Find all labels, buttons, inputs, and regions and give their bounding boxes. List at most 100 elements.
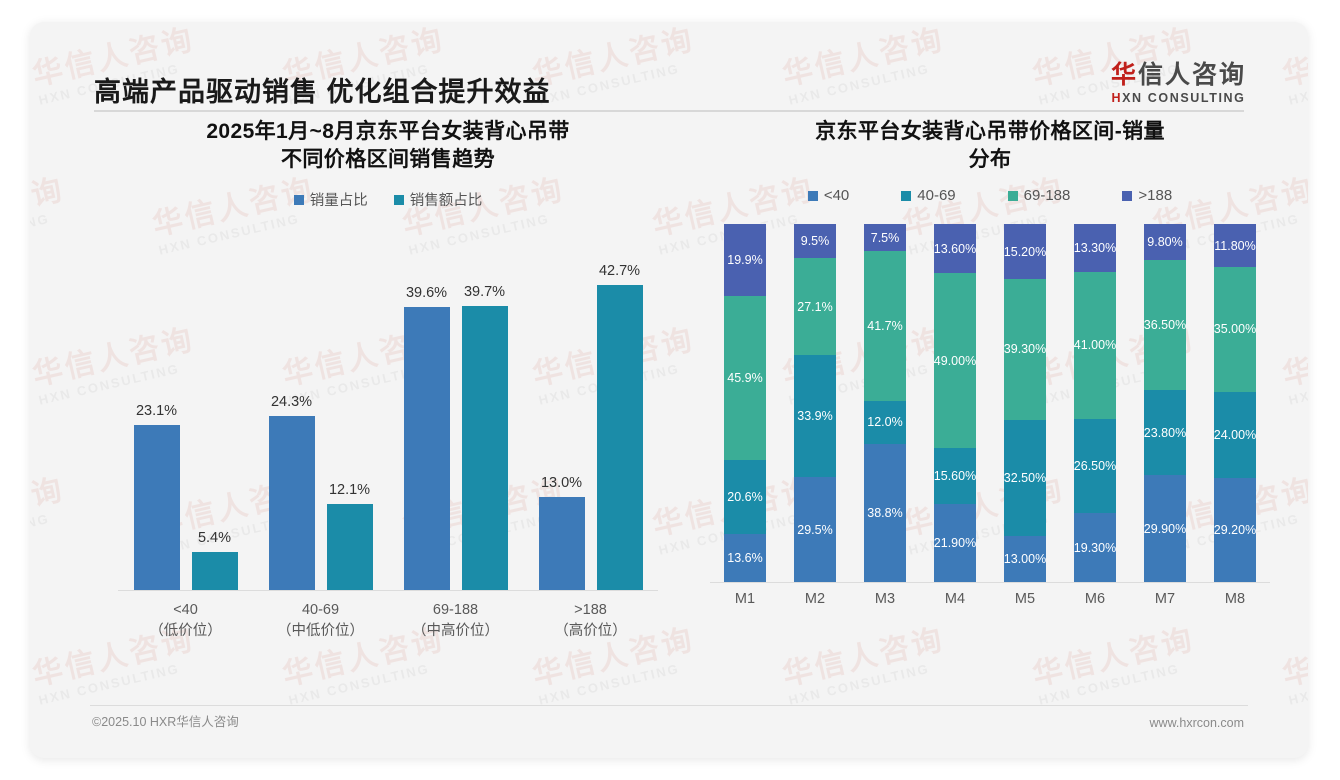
stacked-column: 19.9% 45.9% 20.6% 13.6%	[710, 224, 780, 583]
x-axis-month-label: M7	[1154, 591, 1176, 608]
page-title: 高端产品驱动销售 优化组合提升效益	[94, 77, 551, 107]
stacked-bar[interactable]: 7.5% 41.7% 12.0% 38.8%	[864, 224, 906, 583]
bar-fill	[191, 551, 238, 591]
stacked-bar-plot: 19.9% 45.9% 20.6% 13.6% 9.5% 27.1% 33.9% 29.5% 7…	[710, 224, 1270, 584]
legend-label: <40	[823, 187, 850, 205]
stacked-segment[interactable]: 38.8%	[864, 443, 906, 583]
x-axis-category-range: <40	[173, 602, 198, 619]
stacked-segment[interactable]: 29.90%	[1144, 475, 1186, 583]
stacked-column: 15.20% 39.30% 32.50% 13.00%	[990, 224, 1060, 583]
stacked-segment[interactable]: 26.50%	[1074, 418, 1116, 514]
stacked-segment[interactable]: 15.20%	[1004, 224, 1046, 279]
stacked-segment[interactable]: 27.1%	[794, 258, 836, 356]
x-axis-category: >188 （高价位）	[523, 600, 658, 642]
footer-copyright: ©2025.10 HXR华信人咨询	[92, 715, 239, 729]
stacked-segment[interactable]: 7.5%	[864, 224, 906, 252]
stacked-segment[interactable]: 20.6%	[724, 460, 766, 534]
stacked-bar-chart: 19.9% 45.9% 20.6% 13.6% 9.5% 27.1% 33.9% 29.5% 7…	[710, 224, 1270, 624]
stacked-column: 9.80% 36.50% 23.80% 29.90%	[1130, 224, 1200, 583]
stacked-bar[interactable]: 9.5% 27.1% 33.9% 29.5%	[794, 224, 836, 583]
logo-chinese: 华信人咨询	[1111, 62, 1246, 89]
bar[interactable]: 39.7%	[461, 284, 508, 591]
stacked-column: 13.30% 41.00% 26.50% 19.30%	[1060, 224, 1130, 583]
logo-chinese-hua: 华	[1110, 61, 1138, 89]
stacked-segment[interactable]: 13.30%	[1074, 224, 1116, 272]
footer-divider	[90, 705, 1248, 706]
right-chart-title-line2: 分布	[968, 147, 1012, 171]
stacked-segment[interactable]: 13.6%	[724, 533, 766, 583]
stacked-segment[interactable]: 49.00%	[934, 273, 976, 449]
bar[interactable]: 39.6%	[403, 285, 450, 591]
stacked-segment[interactable]: 29.20%	[1214, 477, 1256, 583]
legend-item[interactable]: 69-188	[1007, 187, 1070, 204]
legend-item[interactable]: >188	[1122, 187, 1172, 204]
stacked-segment[interactable]: 39.30%	[1004, 278, 1046, 420]
stacked-bar[interactable]: 13.60% 49.00% 15.60% 21.90%	[934, 224, 976, 583]
logo-english-rest: XN CONSULTING	[1122, 91, 1246, 105]
x-axis-month-label: M1	[734, 591, 756, 608]
stacked-segment[interactable]: 19.30%	[1074, 513, 1116, 583]
x-axis-category: 40-69 （中低价位）	[253, 600, 388, 642]
stacked-segment[interactable]: 24.00%	[1214, 391, 1256, 478]
legend-item[interactable]: 销售额占比	[393, 189, 482, 210]
stacked-bar[interactable]: 15.20% 39.30% 32.50% 13.00%	[1004, 224, 1046, 583]
stacked-segment[interactable]: 21.90%	[934, 504, 976, 583]
stacked-segment[interactable]: 32.50%	[1004, 419, 1046, 536]
x-axis-category-range: 69-188	[432, 602, 479, 619]
legend-swatch-icon	[901, 190, 912, 201]
grouped-bar-chart: 23.1% 5.4% 24.3% 12.1% 39.6% 39.7% 13.0% 42.7% …	[118, 232, 658, 639]
stacked-segment[interactable]: 13.60%	[934, 224, 976, 274]
stacked-segment[interactable]: 11.80%	[1214, 224, 1256, 267]
stacked-column: 7.5% 41.7% 12.0% 38.8%	[850, 224, 920, 583]
stacked-bar[interactable]: 9.80% 36.50% 23.80% 29.90%	[1144, 224, 1186, 583]
x-axis-category: <40 （低价位）	[118, 600, 253, 642]
header-divider	[94, 110, 1244, 112]
bar[interactable]: 42.7%	[596, 263, 643, 591]
x-axis-category-tier: （中高价位）	[412, 623, 499, 640]
stacked-segment[interactable]: 12.0%	[864, 400, 906, 444]
stacked-bar[interactable]: 11.80% 35.00% 24.00% 29.20%	[1214, 224, 1256, 583]
stacked-segment[interactable]: 33.9%	[794, 355, 836, 477]
bar[interactable]: 5.4%	[191, 530, 238, 591]
left-chart-title-line2: 不同价格区间销售趋势	[281, 147, 495, 171]
left-chart-title: 2025年1月~8月京东平台女装背心吊带 不同价格区间销售趋势	[88, 118, 688, 173]
stacked-segment[interactable]: 41.7%	[864, 251, 906, 401]
right-chart-title-line1: 京东平台女装背心吊带价格区间-销量	[815, 120, 1165, 143]
grouped-bar-x-axis: <40 （低价位） 40-69 （中低价位） 69-188 （中高价位） >188 （高价位）	[118, 600, 658, 642]
bar[interactable]: 12.1%	[326, 482, 373, 591]
stacked-segment[interactable]: 36.50%	[1144, 259, 1186, 391]
bar[interactable]: 24.3%	[268, 394, 315, 591]
stacked-segment[interactable]: 45.9%	[724, 295, 766, 460]
x-axis-month-label: M8	[1224, 591, 1246, 608]
bar-value-label: 24.3%	[270, 394, 313, 411]
grouped-bar-groups: 23.1% 5.4% 24.3% 12.1% 39.6% 39.7% 13.0% 42.7%	[118, 232, 658, 591]
legend-item[interactable]: 40-69	[901, 187, 956, 204]
stacked-segment[interactable]: 29.5%	[794, 476, 836, 583]
stacked-segment[interactable]: 41.00%	[1074, 272, 1116, 419]
legend-item[interactable]: 销量占比	[293, 189, 368, 210]
footer-website: www.hxrcon.com	[1149, 716, 1244, 730]
bar-value-label: 23.1%	[135, 403, 178, 420]
bar[interactable]: 13.0%	[538, 475, 585, 591]
stacked-column: 9.5% 27.1% 33.9% 29.5%	[780, 224, 850, 583]
stacked-segment[interactable]: 9.5%	[794, 224, 836, 259]
left-chart-legend: 销量占比 销售额占比	[88, 189, 688, 210]
stacked-bar[interactable]: 19.9% 45.9% 20.6% 13.6%	[724, 224, 766, 583]
x-axis-category-tier: （高价位）	[554, 623, 627, 640]
stacked-segment[interactable]: 15.60%	[934, 448, 976, 505]
bar-group: 24.3% 12.1%	[253, 232, 388, 591]
legend-item[interactable]: <40	[807, 187, 850, 205]
x-axis-category-range: >188	[574, 602, 607, 619]
x-axis-category: 69-188 （中高价位）	[388, 600, 523, 642]
stacked-segment[interactable]: 35.00%	[1214, 266, 1256, 392]
bar[interactable]: 23.1%	[133, 403, 180, 591]
stacked-bar[interactable]: 13.30% 41.00% 26.50% 19.30%	[1074, 224, 1116, 583]
stacked-segment[interactable]: 19.9%	[724, 224, 766, 296]
stacked-segment[interactable]: 9.80%	[1144, 224, 1186, 260]
stacked-segment[interactable]: 23.80%	[1144, 390, 1186, 476]
left-chart-title-line1: 2025年1月~8月京东平台女装背心吊带	[206, 120, 570, 143]
stacked-segment[interactable]: 13.00%	[1004, 535, 1046, 583]
x-axis-month-label: M3	[874, 591, 896, 608]
